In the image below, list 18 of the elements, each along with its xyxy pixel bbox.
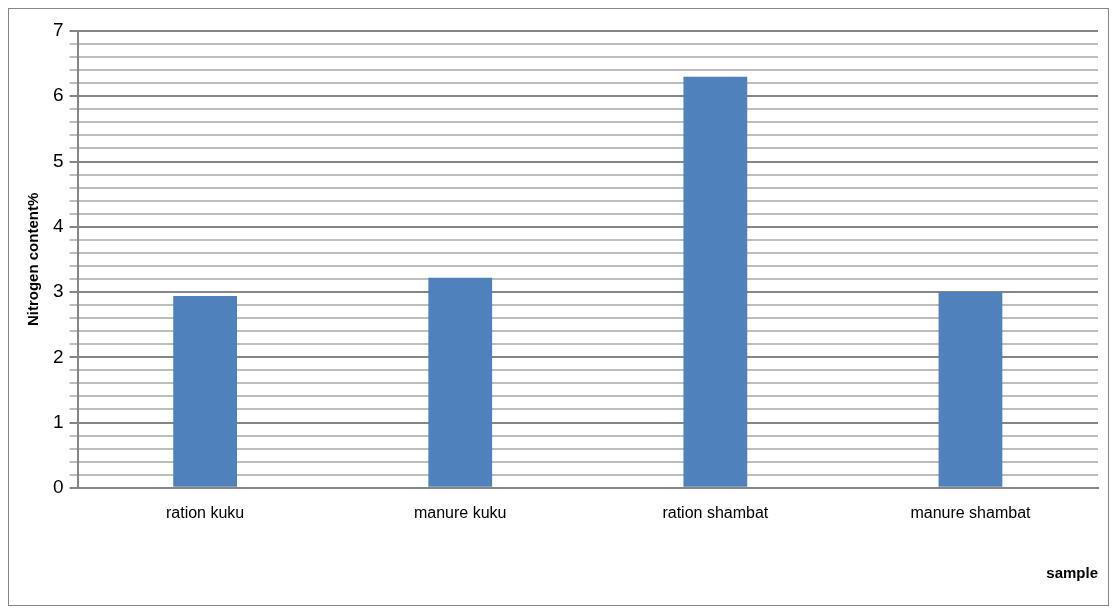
x-axis-title: sample (1046, 564, 1098, 582)
bar (173, 295, 238, 487)
x-tick-label: ration kuku (165, 503, 245, 521)
y-tick-label: 5 (52, 149, 64, 171)
y-tick-label: 7 (52, 19, 64, 41)
y-tick-label: 2 (52, 345, 64, 367)
bar (938, 292, 1003, 487)
y-tick-label: 6 (52, 84, 64, 106)
y-tick-label: 0 (52, 476, 64, 498)
x-tick-label: manure shambat (910, 503, 1032, 521)
x-tick-label: ration shambat (662, 503, 769, 521)
y-tick-label: 1 (52, 410, 64, 432)
y-axis-title: Nitrogen content% (24, 192, 42, 327)
y-tick-label: 4 (52, 215, 64, 237)
bar (428, 277, 493, 487)
y-tick-label: 3 (52, 280, 64, 302)
bar (683, 76, 748, 487)
x-tick-label: manure kuku (413, 503, 507, 521)
